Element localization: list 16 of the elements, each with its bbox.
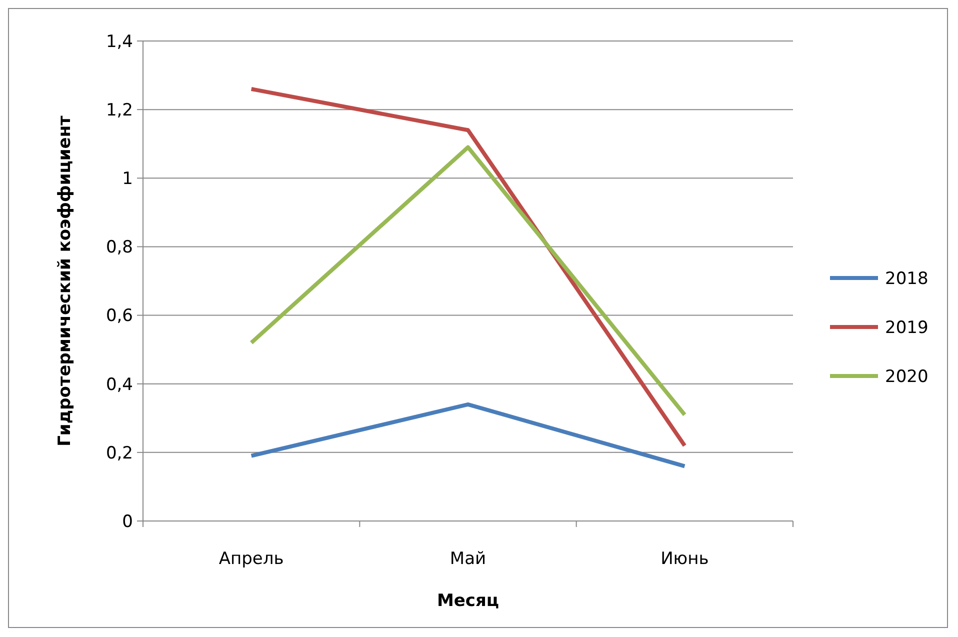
legend-label: 2018 <box>885 268 928 289</box>
x-tick-label: Май <box>450 549 486 569</box>
x-tick-label: Апрель <box>218 549 284 569</box>
y-tick-label: 0,8 <box>106 238 133 258</box>
y-tick-label: 1 <box>122 169 133 190</box>
y-tick-label: 0,4 <box>106 374 133 395</box>
legend-label: 2020 <box>885 366 928 387</box>
y-axis-title: Гидротермический коэффициент <box>55 115 75 446</box>
y-tick-label: 1,4 <box>106 32 133 52</box>
x-axis-title: Месяц <box>436 591 500 611</box>
y-tick-label: 0 <box>122 512 133 532</box>
x-tick-label: Июнь <box>660 549 709 569</box>
y-tick-label: 1,2 <box>106 100 133 121</box>
y-tick-label: 0,6 <box>106 306 133 326</box>
legend-label: 2019 <box>885 318 928 338</box>
y-tick-label: 0,2 <box>106 443 133 464</box>
